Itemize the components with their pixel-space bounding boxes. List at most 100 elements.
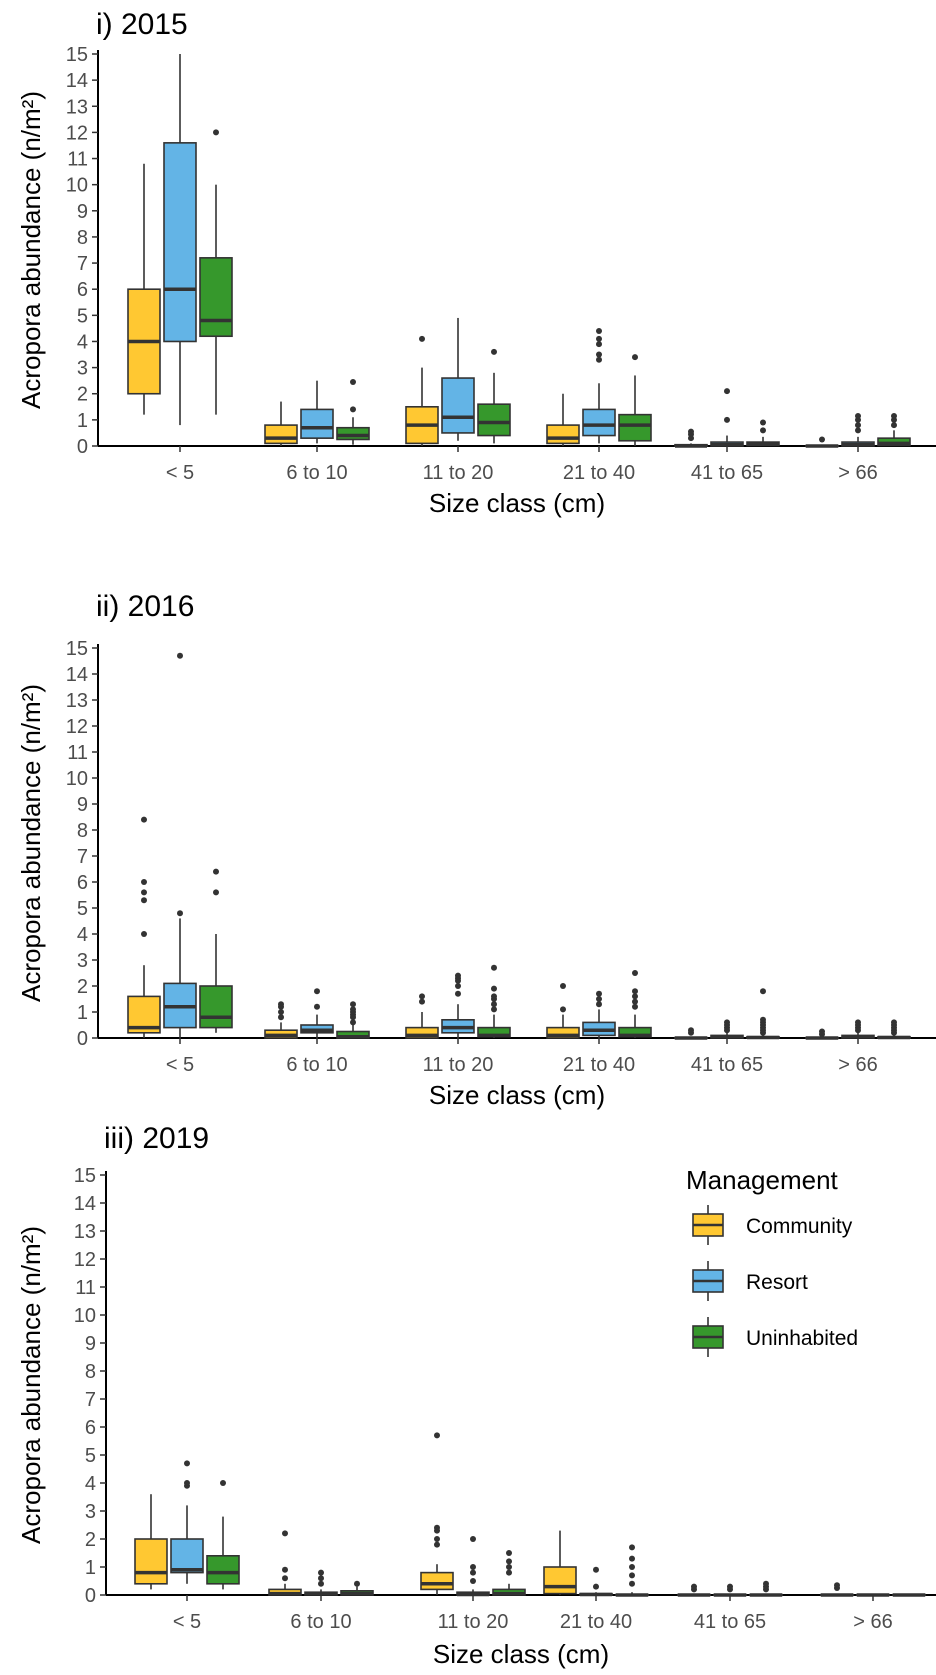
box-uninhabited xyxy=(199,868,233,1033)
outlier-point xyxy=(213,868,219,875)
outlier-point xyxy=(434,1541,440,1548)
y-tick-label: 4 xyxy=(85,1473,96,1495)
x-tick-label: 6 to 10 xyxy=(286,1054,347,1076)
outlier-point xyxy=(354,1580,360,1587)
y-tick-label: 1 xyxy=(77,410,88,432)
outlier-point xyxy=(419,998,425,1005)
x-tick-label: 11 to 20 xyxy=(438,1611,509,1633)
y-tick-label: 14 xyxy=(66,664,88,686)
box-resort xyxy=(582,990,616,1038)
y-axis-title: Acropora abundance (n/m²) xyxy=(16,1226,46,1544)
box-uninhabited xyxy=(877,412,911,447)
outlier-point xyxy=(855,422,861,429)
legend-item-uninhabited: Uninhabited xyxy=(692,1317,858,1357)
outlier-point xyxy=(177,652,183,659)
y-tick-label: 2 xyxy=(77,384,88,406)
outlier-point xyxy=(434,1432,440,1439)
y-tick-label: 14 xyxy=(74,1193,96,1215)
y-tick-label: 1 xyxy=(85,1557,96,1579)
y-tick-label: 0 xyxy=(85,1585,96,1607)
box-community xyxy=(805,436,839,448)
panel-title: i) 2015 xyxy=(96,8,188,41)
box-uninhabited xyxy=(615,1544,649,1597)
outlier-point xyxy=(596,341,602,348)
y-tick-label: 13 xyxy=(66,690,88,712)
box-community xyxy=(677,1583,711,1597)
x-tick-label: < 5 xyxy=(166,462,194,484)
x-axis-title: Size class (cm) xyxy=(429,1080,605,1110)
outlier-point xyxy=(318,1575,324,1582)
outlier-point xyxy=(629,1580,635,1587)
box-uninhabited xyxy=(618,970,652,1038)
x-tick-label: 41 to 65 xyxy=(691,462,763,484)
box-resort xyxy=(841,1019,875,1039)
legend-title: Management xyxy=(686,1165,839,1195)
outlier-point xyxy=(855,1019,861,1026)
box-resort xyxy=(856,1593,890,1597)
outlier-point xyxy=(314,988,320,995)
outlier-point xyxy=(491,964,497,971)
outlier-point xyxy=(213,889,219,896)
box-iqr xyxy=(477,403,511,437)
y-tick-label: 7 xyxy=(85,1389,96,1411)
x-tick-label: 41 to 65 xyxy=(694,1611,766,1633)
outlier-point xyxy=(632,998,638,1005)
outlier-point xyxy=(455,972,461,979)
outlier-point xyxy=(596,351,602,358)
y-tick-label: 8 xyxy=(85,1361,96,1383)
box-community xyxy=(546,393,580,446)
x-tick-label: < 5 xyxy=(173,1611,201,1633)
outlier-point xyxy=(891,422,897,429)
outlier-point xyxy=(350,1001,356,1008)
outlier-point xyxy=(470,1536,476,1542)
y-tick-label: 12 xyxy=(74,1249,96,1271)
box-uninhabited xyxy=(336,1001,370,1039)
y-tick-label: 5 xyxy=(85,1445,96,1467)
outlier-point xyxy=(491,348,497,355)
outlier-point xyxy=(596,328,602,335)
outlier-point xyxy=(593,1566,599,1573)
legend-item-resort: Resort xyxy=(692,1261,808,1301)
outlier-point xyxy=(419,335,425,342)
outlier-point xyxy=(350,1019,356,1026)
y-tick-label: 1 xyxy=(77,1002,88,1024)
y-tick-label: 12 xyxy=(66,716,88,738)
box-community xyxy=(268,1530,302,1596)
y-tick-label: 9 xyxy=(77,201,88,223)
outlier-point xyxy=(506,1569,512,1576)
box-iqr xyxy=(405,1026,439,1039)
y-tick-label: 7 xyxy=(77,846,88,868)
outlier-point xyxy=(855,412,861,419)
outlier-point xyxy=(278,1009,284,1015)
box-resort xyxy=(456,1536,490,1597)
outlier-point xyxy=(691,1583,697,1590)
outlier-point xyxy=(629,1555,635,1562)
box-resort xyxy=(579,1566,613,1597)
outlier-point xyxy=(350,406,356,413)
y-tick-label: 14 xyxy=(66,70,88,92)
box-community xyxy=(134,1494,168,1590)
y-tick-label: 10 xyxy=(74,1305,96,1327)
x-axis-title: Size class (cm) xyxy=(433,1639,609,1669)
box-community xyxy=(674,1027,708,1040)
outlier-point xyxy=(560,1006,566,1013)
y-tick-label: 8 xyxy=(77,227,88,249)
y-axis-title: Acropora abundance (n/m²) xyxy=(16,91,46,409)
panel-title: iii) 2019 xyxy=(104,1122,209,1155)
outlier-point xyxy=(282,1566,288,1573)
box-iqr xyxy=(199,985,233,1029)
outlier-point xyxy=(632,1003,638,1010)
y-tick-label: 2 xyxy=(85,1529,96,1551)
outlier-point xyxy=(491,993,497,1000)
outlier-point xyxy=(632,993,638,1000)
y-tick-label: 11 xyxy=(67,742,88,764)
y-tick-label: 3 xyxy=(85,1501,96,1523)
box-community xyxy=(264,401,298,446)
box-resort xyxy=(841,412,875,447)
outlier-point xyxy=(596,356,602,363)
outlier-point xyxy=(220,1480,226,1486)
y-tick-label: 6 xyxy=(77,872,88,894)
x-tick-label: < 5 xyxy=(166,1054,194,1076)
box-community xyxy=(543,1530,577,1595)
